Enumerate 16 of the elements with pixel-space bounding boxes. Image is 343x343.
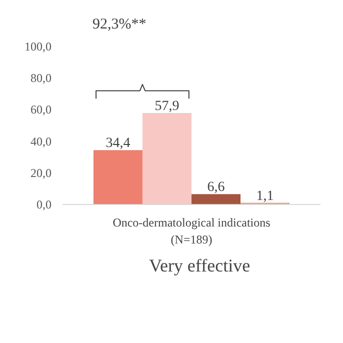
bar [192,194,241,204]
x-tick-label: Onco-dermatological indications (N=189) [112,216,271,246]
y-tick-label: 40,0 [30,134,52,148]
y-tick-label: 100,0 [24,40,52,54]
text: Very effective [148,256,250,276]
y-tick-label: 20,0 [30,166,52,180]
data-label: 6,6 [207,180,225,196]
data-label: 57,9 [154,99,180,114]
y-tick-label: 0,0 [36,198,52,212]
data-label: 34,4 [106,136,130,152]
bar [142,113,192,204]
y-tick-label: 80,0 [30,71,52,86]
y-tick-label: 60,0 [30,102,52,117]
data-label: 1,1 [256,188,274,204]
text: 92,3%** [92,16,146,32]
bar [93,150,142,204]
